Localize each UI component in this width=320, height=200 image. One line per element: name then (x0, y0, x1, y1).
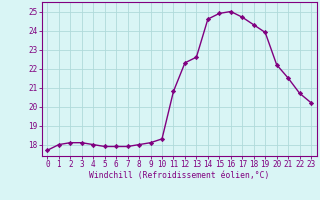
X-axis label: Windchill (Refroidissement éolien,°C): Windchill (Refroidissement éolien,°C) (89, 171, 269, 180)
